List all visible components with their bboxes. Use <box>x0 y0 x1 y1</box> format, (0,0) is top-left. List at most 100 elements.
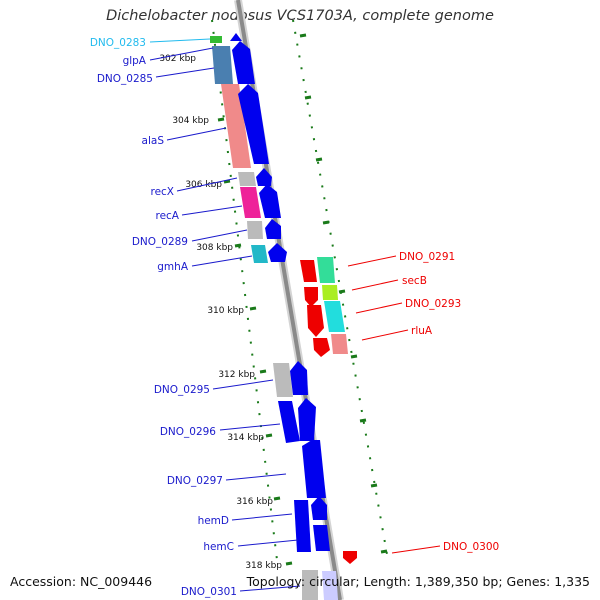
gene-arrow <box>298 398 316 441</box>
leader-line <box>225 473 287 481</box>
tick-label: 308 kbp <box>196 243 233 253</box>
tick-mark <box>285 561 293 566</box>
gene-label: hemC <box>203 541 234 553</box>
gene-label: DNO_0289 <box>132 236 188 248</box>
leader-line <box>237 539 299 547</box>
leader-line <box>231 513 293 521</box>
tick-label: 302 kbp <box>159 54 196 64</box>
leader-line <box>149 38 211 43</box>
gene-label: DNO_0296 <box>160 426 216 438</box>
cog-box <box>273 363 293 397</box>
leader-line <box>361 329 409 341</box>
gene-label: DNO_0291 <box>399 251 455 263</box>
leader-lines <box>149 38 441 592</box>
cog-box <box>251 245 268 263</box>
tick-mark <box>249 306 257 311</box>
reverse-cog-track <box>317 257 348 354</box>
gene-label: gmhA <box>157 261 189 273</box>
gene-arrow <box>278 401 300 443</box>
leader-line <box>239 585 301 592</box>
gene-arrow <box>230 33 242 41</box>
gene-label: alaS <box>142 135 165 147</box>
cog-box <box>221 84 251 168</box>
gene-label: DNO_0297 <box>167 475 223 487</box>
leader-line <box>176 177 238 192</box>
forward-gene-labels: DNO_0283 glpA DNO_0285 alaS recX recA DN… <box>90 37 237 598</box>
map-title: Dichelobacter nodosus VCS1703A, complete… <box>106 8 494 24</box>
cog-box <box>240 187 261 218</box>
tick-mark <box>223 179 231 184</box>
gene-arrow <box>313 338 330 357</box>
gene-arrow <box>268 243 287 262</box>
gene-label: secB <box>402 275 427 287</box>
forward-gene-track <box>230 33 338 600</box>
gene-label: DNO_0295 <box>154 384 210 396</box>
gene-label: rluA <box>411 325 433 337</box>
gene-label: DNO_0301 <box>181 586 237 598</box>
leader-line <box>181 205 243 216</box>
leader-line <box>347 255 397 267</box>
leader-line <box>191 229 248 242</box>
tick-label: 318 kbp <box>245 561 282 571</box>
leader-line <box>166 127 227 141</box>
accession-label: Accession: NC_009446 <box>10 574 153 589</box>
cog-box <box>210 36 222 43</box>
gene-arrow <box>294 500 311 552</box>
tick-mark <box>350 354 358 359</box>
leader-line <box>149 47 214 61</box>
cog-box <box>324 301 345 332</box>
leader-line <box>219 423 281 431</box>
tick-mark <box>265 433 273 438</box>
gene-arrow <box>300 260 317 282</box>
gene-arrow <box>238 84 269 164</box>
gene-arrow <box>343 551 357 564</box>
leader-line <box>212 379 274 390</box>
gene-arrow <box>259 184 281 218</box>
cog-box <box>238 172 256 186</box>
leader-line <box>391 545 441 554</box>
tick-mark <box>359 418 367 423</box>
cog-box <box>247 221 263 239</box>
reverse-gene-track <box>300 260 357 564</box>
tick-mark <box>299 33 307 38</box>
cog-box <box>322 285 338 300</box>
tick-mark <box>315 157 323 162</box>
tick-mark <box>217 117 225 122</box>
gene-label: DNO_0285 <box>97 73 153 85</box>
leader-line <box>191 255 253 267</box>
cog-box <box>331 334 348 354</box>
tick-mark <box>234 243 242 248</box>
tick-mark <box>304 95 312 100</box>
tick-mark <box>370 483 378 488</box>
tick-label: 310 kbp <box>207 306 244 316</box>
gene-arrow <box>290 361 308 395</box>
tick-mark <box>273 496 281 501</box>
gene-arrow <box>302 440 326 498</box>
leader-line <box>351 279 399 291</box>
forward-cog-track <box>210 36 318 600</box>
tick-label: 314 kbp <box>227 433 264 443</box>
tick-label: 304 kbp <box>172 116 209 126</box>
tick-label: 312 kbp <box>218 370 255 380</box>
gene-arrow <box>311 496 327 520</box>
gene-label: DNO_0283 <box>90 37 146 49</box>
gene-label: recA <box>155 210 179 222</box>
cog-box <box>302 570 318 600</box>
gene-arrow <box>307 305 324 337</box>
tick-mark <box>322 220 330 225</box>
gene-label: glpA <box>123 55 147 67</box>
gene-arrow <box>313 525 330 551</box>
gene-arrow <box>322 571 338 600</box>
cog-box <box>212 46 233 84</box>
tick-label: 316 kbp <box>236 497 273 507</box>
tick-mark <box>259 369 267 374</box>
outer-dotted-track <box>292 19 389 561</box>
tick-mark <box>380 549 388 554</box>
gene-arrow <box>256 168 272 186</box>
gene-arrow <box>265 219 281 239</box>
gene-label: recX <box>150 186 174 198</box>
gene-arrow <box>232 41 255 84</box>
tick-mark <box>338 289 346 294</box>
cog-box <box>317 257 335 283</box>
